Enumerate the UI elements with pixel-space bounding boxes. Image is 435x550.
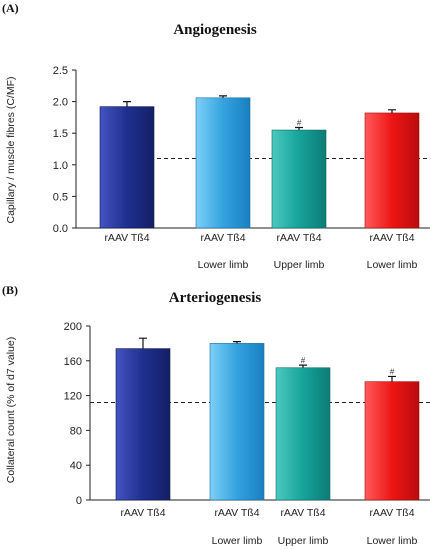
panel-b-bars [115,343,420,501]
y-tick-label: 120 [64,391,82,403]
y-tick-label: 160 [64,356,82,368]
panel-a-error-bars [123,95,396,131]
error-bar [388,109,396,113]
category-sublabel: Lower limb [198,259,249,271]
panel-b-label: (B) [2,283,18,297]
category-sublabel: Lower limb [367,259,418,271]
y-tick-label: 1.5 [53,128,68,140]
y-tick-label: 2.5 [53,65,68,77]
category-label: rAAV Tß4 [104,232,149,244]
y-tick-label: 1.0 [53,160,68,172]
error-bar [123,101,131,107]
panel-b-title: Arteriogenesis [169,290,262,306]
category-label: rAAV Tß4 [276,232,321,244]
category-label: rAAV Tß4 [214,507,259,519]
error-bar [388,375,396,382]
panel-a-y-ticks: 0.0 0.5 1.0 1.5 2.0 2.5 [53,65,76,235]
panel-b-y-ticks: 0 40 80 120 160 200 [64,321,90,507]
bar [195,97,251,229]
bar [364,381,420,501]
category-label: rAAV Tß4 [200,232,245,244]
y-tick-label: 0 [76,495,82,507]
bar [271,129,327,229]
bar [209,343,265,501]
category-label: rAAV Tß4 [369,507,414,519]
category-sublabel: Upper limb [274,259,325,271]
significance-mark: # [297,119,302,128]
category-label: rAAV Tß4 [120,507,165,519]
panel-a-category-labels: rAAV Tß4 rAAV Tß4 Lower limb rAAV Tß4 Up… [104,232,417,271]
category-label: rAAV Tß4 [369,232,414,244]
y-tick-label: 0.0 [53,223,68,235]
panel-b-y-axis-label: Collateral count (% of d7 value) [5,337,17,484]
panel-a-title: Angiogenesis [173,22,257,38]
category-sublabel: Lower limb [212,535,263,547]
significance-mark: # [390,367,395,376]
bar [99,106,155,229]
y-tick-label: 0.5 [53,191,68,203]
panel-a-significance-marks: # [297,119,302,128]
panel-a: (A) Angiogenesis Capillary / muscle fibr… [2,1,430,271]
panel-b-error-bars [139,337,396,382]
error-bar [299,364,307,368]
bar [115,348,171,501]
bar [364,112,420,229]
error-bar [295,126,303,131]
error-bar [219,95,227,98]
error-bar [233,341,241,344]
panel-b-significance-marks: # # [301,356,395,376]
category-label: rAAV Tß4 [280,507,325,519]
category-sublabel: Upper limb [278,535,329,547]
y-tick-label: 200 [64,321,82,333]
error-bar [139,337,147,349]
panel-a-label: (A) [2,1,19,15]
category-sublabel: Lower limb [367,535,418,547]
y-tick-label: 80 [70,425,82,437]
panel-b-category-labels: rAAV Tß4 rAAV Tß4 Lower limb rAAV Tß4 Up… [120,507,417,547]
panel-a-bars [99,97,420,229]
panel-a-y-axis-label: Capillary / muscle fibres (C/MF) [5,76,17,223]
significance-mark: # [301,356,306,365]
y-tick-label: 40 [70,460,82,472]
y-tick-label: 2.0 [53,97,68,109]
panel-b: (B) Arteriogenesis Collateral count (% o… [2,283,430,547]
bar [275,367,331,501]
